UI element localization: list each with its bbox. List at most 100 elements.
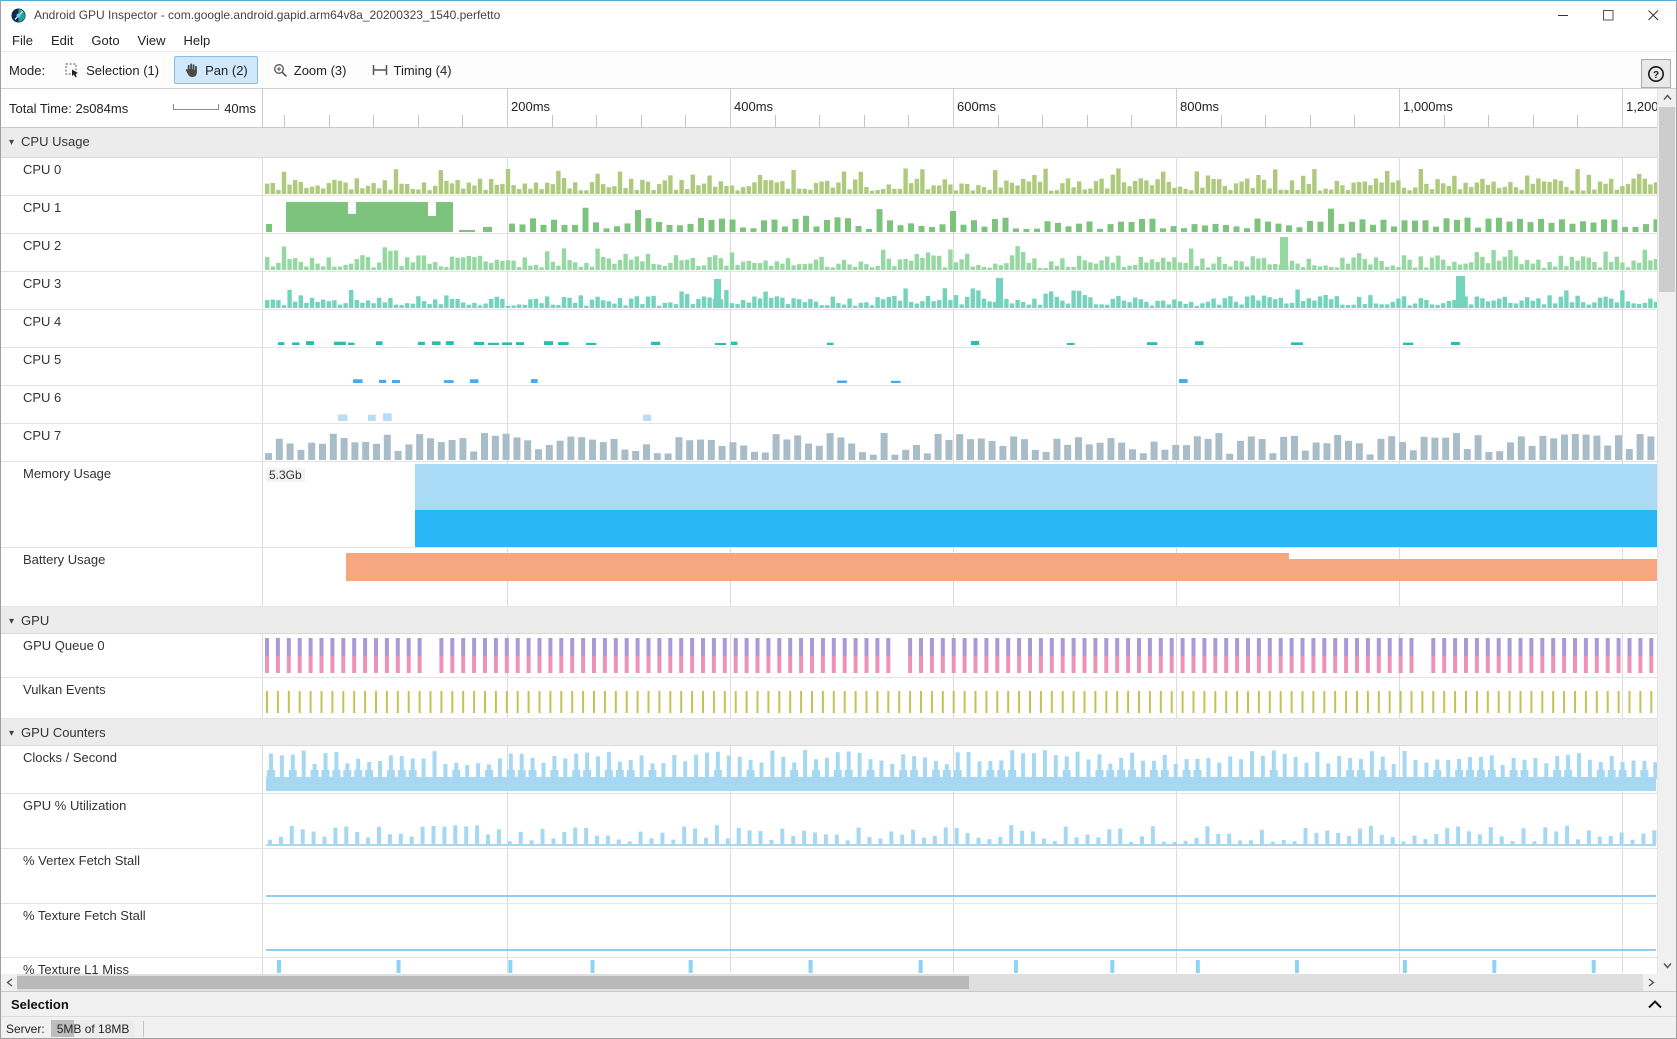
track-label-cell: CPU 7 bbox=[1, 424, 263, 461]
section-header-gpu-counters[interactable]: ▾ GPU Counters bbox=[1, 719, 1659, 746]
track-row-gpu-utilization[interactable]: GPU % Utilization bbox=[1, 794, 1659, 849]
chevron-up-icon[interactable] bbox=[1648, 999, 1662, 1009]
selection-panel-header[interactable]: Selection bbox=[1, 991, 1676, 1017]
track-label-cell: Clocks / Second bbox=[1, 746, 263, 793]
mode-button-zoom[interactable]: Zoom (3) bbox=[263, 57, 357, 84]
track-row-cpu-7[interactable]: CPU 7 bbox=[1, 424, 1659, 462]
zoom-icon bbox=[273, 63, 288, 78]
track-chart-clocks-second[interactable] bbox=[263, 746, 1659, 793]
menu-help[interactable]: Help bbox=[183, 32, 211, 48]
track-chart-battery-usage[interactable] bbox=[263, 548, 1659, 606]
scroll-down-arrow-icon[interactable] bbox=[1658, 957, 1676, 974]
minor-tick bbox=[1220, 115, 1222, 127]
track-row-clocks-second[interactable]: Clocks / Second bbox=[1, 746, 1659, 794]
track-label-gpu-queue-0: GPU Queue 0 bbox=[23, 638, 105, 653]
track-label-clocks-second: Clocks / Second bbox=[23, 750, 117, 765]
track-row-cpu-6[interactable]: CPU 6 bbox=[1, 386, 1659, 424]
timing-icon bbox=[372, 64, 388, 76]
mode-button-timing[interactable]: Timing (4) bbox=[362, 57, 462, 84]
scroll-up-arrow-icon[interactable] bbox=[1658, 89, 1676, 106]
ruler-summary: Total Time: 2s084ms 40ms bbox=[1, 89, 263, 127]
selection-icon bbox=[65, 63, 80, 78]
track-label-cell: % Texture L1 Miss bbox=[1, 958, 263, 974]
time-tick-label: 200ms bbox=[511, 99, 551, 114]
track-label-cell: % Texture Fetch Stall bbox=[1, 904, 263, 957]
pan-icon bbox=[184, 62, 199, 78]
menu-file[interactable]: File bbox=[12, 32, 33, 48]
selection-panel-title: Selection bbox=[11, 996, 69, 1012]
horizontal-scroll-thumb[interactable] bbox=[17, 976, 969, 989]
ruler-ticks[interactable]: 200ms 400ms 600ms 800ms 1,000ms 1,200ms bbox=[263, 89, 1676, 127]
vertical-scrollbar[interactable] bbox=[1657, 89, 1676, 974]
horizontal-scrollbar[interactable] bbox=[1, 974, 1659, 991]
scroll-right-arrow-icon[interactable] bbox=[1643, 974, 1659, 991]
menu-goto[interactable]: Goto bbox=[91, 32, 120, 48]
track-row-vulkan-events[interactable]: Vulkan Events bbox=[1, 678, 1659, 719]
collapse-triangle-icon[interactable]: ▾ bbox=[9, 616, 15, 627]
track-label-cpu-2: CPU 2 bbox=[23, 238, 62, 253]
track-row-memory-usage[interactable]: Memory Usage 5.3Gb bbox=[1, 462, 1659, 548]
section-header-cpu-usage[interactable]: ▾ CPU Usage bbox=[1, 128, 1659, 158]
collapse-triangle-icon[interactable]: ▾ bbox=[9, 137, 15, 148]
track-row-texture-l1-miss[interactable]: % Texture L1 Miss bbox=[1, 958, 1659, 974]
menu-edit[interactable]: Edit bbox=[50, 32, 74, 48]
minor-tick bbox=[1354, 115, 1356, 127]
close-button[interactable] bbox=[1631, 1, 1676, 29]
collapse-triangle-icon[interactable]: ▾ bbox=[9, 728, 15, 739]
mode-button-pan[interactable]: Pan (2) bbox=[174, 56, 258, 84]
scrollbar-corner bbox=[1659, 974, 1676, 991]
track-row-vertex-fetch-stall[interactable]: % Vertex Fetch Stall bbox=[1, 849, 1659, 904]
mode-button-selection[interactable]: Selection (1) bbox=[55, 57, 169, 84]
track-label-cell: GPU Queue 0 bbox=[1, 634, 263, 677]
track-chart-gpu-utilization[interactable] bbox=[263, 794, 1659, 848]
track-row-cpu-0[interactable]: CPU 0 bbox=[1, 158, 1659, 196]
track-chart-texture-fetch-stall[interactable] bbox=[263, 904, 1659, 957]
track-chart-cpu-6[interactable] bbox=[263, 386, 1659, 423]
track-row-cpu-1[interactable]: CPU 1 bbox=[1, 196, 1659, 234]
track-label-cell: Battery Usage bbox=[1, 548, 263, 606]
track-row-cpu-5[interactable]: CPU 5 bbox=[1, 348, 1659, 386]
section-header-gpu[interactable]: ▾ GPU bbox=[1, 607, 1659, 634]
track-row-cpu-2[interactable]: CPU 2 bbox=[1, 234, 1659, 272]
track-chart-gpu-queue-0[interactable] bbox=[263, 634, 1659, 677]
track-chart-cpu-1[interactable] bbox=[263, 196, 1659, 233]
status-separator bbox=[143, 1020, 145, 1037]
track-label-cell: ▾ CPU Usage bbox=[1, 128, 1659, 157]
mode-button-label: Timing (4) bbox=[393, 62, 452, 78]
maximize-button[interactable] bbox=[1586, 1, 1631, 29]
track-label-cell: GPU % Utilization bbox=[1, 794, 263, 848]
memory-value-label: 5.3Gb bbox=[266, 468, 305, 482]
section-label-cpu-usage: CPU Usage bbox=[21, 134, 90, 149]
minor-tick bbox=[1488, 115, 1490, 127]
help-button[interactable]: ? bbox=[1641, 59, 1671, 88]
track-label-cell: % Vertex Fetch Stall bbox=[1, 849, 263, 903]
minor-tick bbox=[1086, 115, 1088, 127]
track-row-cpu-3[interactable]: CPU 3 bbox=[1, 272, 1659, 310]
track-row-texture-fetch-stall[interactable]: % Texture Fetch Stall bbox=[1, 904, 1659, 958]
app-logo-icon bbox=[11, 7, 26, 23]
timeline-ruler[interactable]: Total Time: 2s084ms 40ms 200ms 400ms 600ms… bbox=[1, 89, 1676, 128]
track-chart-vertex-fetch-stall[interactable] bbox=[263, 849, 1659, 903]
track-chart-cpu-4[interactable] bbox=[263, 310, 1659, 347]
track-chart-memory-usage[interactable]: 5.3Gb bbox=[263, 462, 1659, 547]
track-row-cpu-4[interactable]: CPU 4 bbox=[1, 310, 1659, 348]
track-row-gpu-queue-0[interactable]: GPU Queue 0 bbox=[1, 634, 1659, 678]
track-chart-cpu-2[interactable] bbox=[263, 234, 1659, 271]
minor-tick bbox=[596, 115, 598, 127]
track-chart-cpu-7[interactable] bbox=[263, 424, 1659, 461]
minor-tick bbox=[1265, 115, 1267, 127]
track-chart-cpu-0[interactable] bbox=[263, 158, 1659, 195]
track-label-texture-fetch-stall: % Texture Fetch Stall bbox=[23, 908, 146, 923]
minimize-button[interactable] bbox=[1541, 1, 1586, 29]
menu-view[interactable]: View bbox=[137, 32, 166, 48]
track-label-cpu-1: CPU 1 bbox=[23, 200, 62, 215]
track-chart-cpu-5[interactable] bbox=[263, 348, 1659, 385]
vertical-scroll-thumb[interactable] bbox=[1659, 107, 1675, 292]
scroll-left-arrow-icon[interactable] bbox=[1, 974, 17, 991]
track-chart-vulkan-events[interactable] bbox=[263, 678, 1659, 718]
track-chart-cpu-3[interactable] bbox=[263, 272, 1659, 309]
track-chart-texture-l1-miss[interactable] bbox=[263, 958, 1659, 974]
minor-tick bbox=[908, 115, 910, 127]
track-row-battery-usage[interactable]: Battery Usage bbox=[1, 548, 1659, 607]
